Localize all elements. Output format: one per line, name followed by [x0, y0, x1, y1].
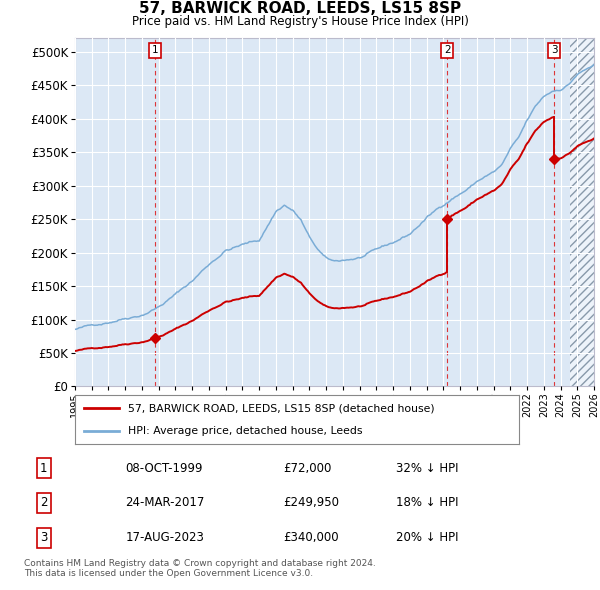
Text: £72,000: £72,000	[283, 461, 332, 474]
Text: 1: 1	[40, 461, 47, 474]
Text: Price paid vs. HM Land Registry's House Price Index (HPI): Price paid vs. HM Land Registry's House …	[131, 15, 469, 28]
Bar	[570, 38, 594, 386]
Text: 1: 1	[152, 45, 158, 55]
Text: 3: 3	[40, 532, 47, 545]
Text: 2: 2	[444, 45, 451, 55]
Bar	[570, 38, 594, 386]
Text: 3: 3	[551, 45, 557, 55]
Text: 32% ↓ HPI: 32% ↓ HPI	[396, 461, 459, 474]
Text: 57, BARWICK ROAD, LEEDS, LS15 8SP (detached house): 57, BARWICK ROAD, LEEDS, LS15 8SP (detac…	[128, 404, 435, 414]
Text: 24-MAR-2017: 24-MAR-2017	[125, 496, 205, 510]
Text: 17-AUG-2023: 17-AUG-2023	[125, 532, 205, 545]
Text: £249,950: £249,950	[283, 496, 340, 510]
Text: 20% ↓ HPI: 20% ↓ HPI	[396, 532, 459, 545]
Text: This data is licensed under the Open Government Licence v3.0.: This data is licensed under the Open Gov…	[24, 569, 313, 578]
Text: 18% ↓ HPI: 18% ↓ HPI	[396, 496, 459, 510]
Text: 08-OCT-1999: 08-OCT-1999	[125, 461, 203, 474]
Text: Contains HM Land Registry data © Crown copyright and database right 2024.: Contains HM Land Registry data © Crown c…	[24, 559, 376, 568]
Text: £340,000: £340,000	[283, 532, 339, 545]
Text: 2: 2	[40, 496, 47, 510]
Text: HPI: Average price, detached house, Leeds: HPI: Average price, detached house, Leed…	[128, 425, 363, 435]
Text: 57, BARWICK ROAD, LEEDS, LS15 8SP: 57, BARWICK ROAD, LEEDS, LS15 8SP	[139, 1, 461, 16]
